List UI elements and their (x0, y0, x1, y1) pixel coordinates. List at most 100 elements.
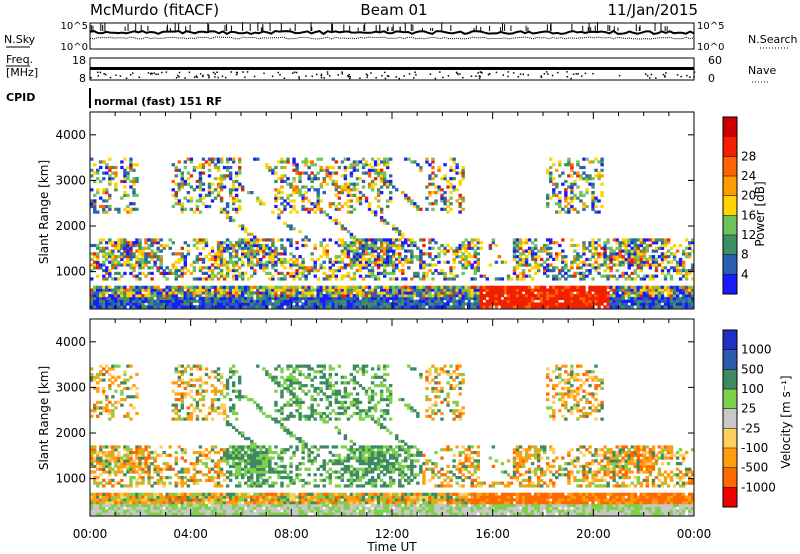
heatmap-cell (102, 294, 106, 298)
heatmap-cell (132, 182, 136, 186)
heatmap-cell (461, 241, 465, 245)
heatmap-cell (476, 266, 480, 270)
heatmap-cell (280, 299, 284, 303)
heatmap-cell (274, 299, 278, 303)
heatmap-cell (379, 216, 384, 220)
heatmap-cell (219, 246, 224, 250)
heatmap-cell (183, 160, 188, 164)
heatmap-cell (307, 210, 311, 214)
heatmap-cell (404, 255, 408, 259)
heatmap-cell (322, 288, 326, 292)
heatmap-cell (138, 462, 142, 466)
heatmap-cell (334, 302, 339, 306)
heatmap-cell (458, 260, 462, 264)
heatmap-cell (304, 207, 308, 211)
heatmap-cell (663, 255, 668, 259)
heatmap-cell (114, 512, 118, 516)
heatmap-cell (630, 241, 634, 245)
heatmap-cell (388, 199, 393, 203)
heatmap-cell (609, 266, 613, 270)
heatmap-cell (549, 269, 553, 273)
heatmap-cell (316, 294, 320, 298)
heatmap-cell (543, 246, 547, 250)
heatmap-cell (231, 285, 236, 289)
heatmap-cell (479, 294, 483, 298)
nave-point (263, 72, 265, 75)
heatmap-cell (606, 257, 610, 262)
heatmap-cell (105, 398, 109, 402)
heatmap-cell (582, 302, 586, 306)
nave-point (540, 76, 543, 78)
heatmap-cell (180, 182, 185, 186)
heatmap-cell (358, 241, 363, 245)
heatmap-cell (228, 193, 233, 197)
heatmap-cell (648, 305, 653, 309)
heatmap-cell (612, 255, 616, 259)
heatmap-cell (506, 291, 511, 295)
heatmap-cell (222, 291, 227, 295)
heatmap-cell (681, 296, 686, 301)
heatmap-cell (207, 285, 212, 289)
heatmap-cell (129, 255, 133, 259)
nave-point (165, 71, 168, 73)
heatmap-cell (231, 157, 236, 161)
heatmap-cell (582, 241, 586, 245)
heatmap-cell (410, 305, 414, 309)
heatmap-cell (594, 288, 598, 292)
heatmap-cell (171, 503, 175, 508)
heatmap-cell (346, 246, 351, 250)
heatmap-cell (654, 296, 659, 301)
nave-point (104, 73, 107, 76)
heatmap-cell (352, 252, 357, 256)
heatmap-cell (108, 255, 112, 259)
heatmap-cell (479, 241, 483, 245)
heatmap-cell (153, 464, 157, 469)
heatmap-cell (648, 291, 653, 295)
heatmap-cell (458, 243, 462, 248)
heatmap-cell (512, 255, 517, 259)
heatmap-cell (606, 291, 610, 295)
heatmap-cell (171, 252, 175, 256)
heatmap-cell (585, 291, 589, 295)
nave-point (439, 71, 441, 73)
nave-point (195, 75, 198, 77)
heatmap-cell (392, 305, 396, 309)
heatmap-cell (419, 252, 423, 256)
heatmap-cell (364, 285, 369, 289)
heatmap-cell (295, 291, 299, 295)
heatmap-cell (234, 196, 239, 200)
heatmap-cell (627, 285, 631, 289)
heatmap-cell (174, 288, 178, 292)
heatmap-cell (621, 274, 625, 278)
heatmap-cell (536, 305, 541, 309)
heatmap-cell (376, 188, 381, 192)
heatmap-cell (93, 291, 97, 295)
heatmap-cell (579, 193, 583, 197)
heatmap-cell (413, 255, 417, 259)
heatmap-cell (549, 255, 553, 259)
heatmap-cell (195, 179, 200, 184)
heatmap-cell (464, 288, 468, 292)
heatmap-cell (283, 294, 287, 298)
heatmap-cell (558, 204, 562, 209)
heatmap-cell (458, 288, 462, 292)
freq-unit: [MHz] (6, 66, 38, 79)
heatmap-cell (422, 285, 426, 289)
heatmap-cell (684, 305, 689, 309)
heatmap-cell (141, 501, 145, 505)
heatmap-cell (410, 291, 414, 295)
heatmap-cell (518, 296, 523, 301)
heatmap-cell (413, 305, 417, 309)
heatmap-cell (108, 470, 112, 474)
heatmap-cell (606, 274, 610, 278)
heatmap-cell (198, 174, 203, 178)
heatmap-cell (425, 207, 429, 211)
heatmap-cell (289, 199, 293, 203)
heatmap-cell (253, 291, 257, 295)
heatmap-cell (117, 255, 121, 259)
heatmap-cell (382, 160, 387, 164)
heatmap-cell (141, 512, 145, 516)
heatmap-cell (253, 255, 257, 259)
nave-point (326, 73, 329, 75)
heatmap-cell (675, 271, 680, 275)
